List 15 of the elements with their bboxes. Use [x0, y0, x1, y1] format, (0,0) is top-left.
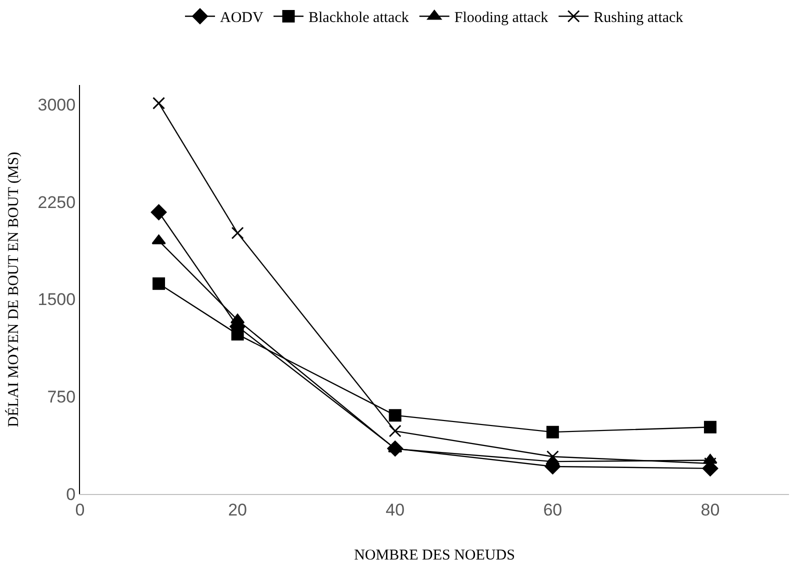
legend-label: Flooding attack [454, 10, 549, 26]
legend-label: AODV [220, 10, 264, 26]
y-axis-title: DÉLAI MOYEN DE BOUT EN BOUT (MS) [5, 152, 22, 428]
x-tick-label: 20 [228, 500, 248, 520]
y-tick-label: 1500 [38, 290, 76, 310]
x-tick-label: 80 [700, 500, 720, 520]
y-tick-label: 3000 [38, 95, 76, 114]
x-tick-label: 40 [386, 500, 405, 520]
y-tick-label: 2250 [38, 192, 76, 212]
legend-label: Blackhole attack [308, 10, 410, 26]
y-tick-label: 0 [66, 484, 76, 504]
x-axis-title: NOMBRE DES NOEUDS [354, 547, 515, 564]
legend-label: Rushing attack [594, 10, 684, 26]
y-tick-label: 750 [47, 388, 76, 407]
x-tick-label: 60 [543, 500, 562, 520]
